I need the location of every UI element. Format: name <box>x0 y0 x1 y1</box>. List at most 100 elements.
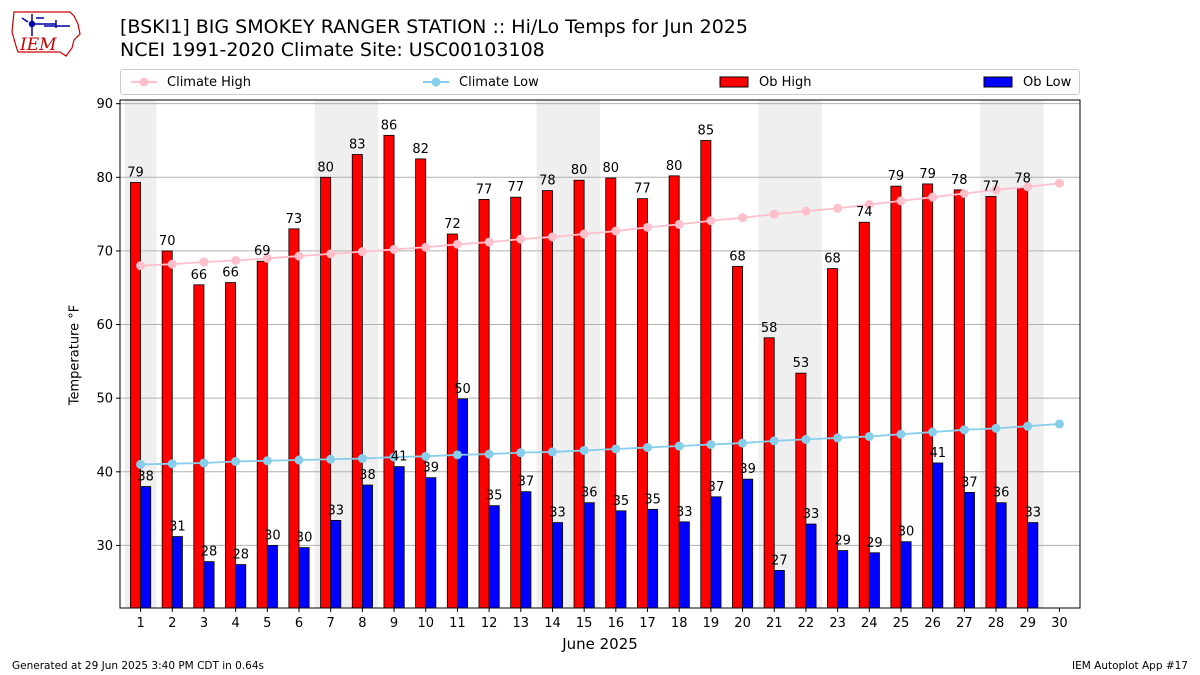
x-tick-label: 11 <box>449 616 466 631</box>
ob-low-bar <box>647 508 659 609</box>
ob-low-label: 33 <box>676 505 693 520</box>
ob-high-bar <box>732 265 743 609</box>
ob-low-bar <box>330 519 342 609</box>
climate-low-point <box>769 436 779 446</box>
climate-low-point <box>1054 419 1064 429</box>
x-tick-label: 2 <box>168 616 176 631</box>
climate-low-point <box>833 433 843 443</box>
ob-low-label: 39 <box>423 461 440 476</box>
ob-low-label: 33 <box>549 506 566 521</box>
climate-low-point <box>136 459 146 469</box>
ob-low-bar <box>235 564 247 609</box>
y-axis: 30 40 50 60 70 80 90 <box>96 97 120 554</box>
ob-low-bar <box>457 398 468 609</box>
legend-item-climate-low: Climate Low <box>423 70 539 94</box>
logo-text: IEM <box>19 35 57 55</box>
ob-high-label: 85 <box>698 123 715 138</box>
ob-high-bar <box>510 196 522 609</box>
climate-high-point <box>357 247 367 257</box>
ob-low-label: 41 <box>929 446 946 461</box>
iem-logo: IEM <box>11 11 81 57</box>
climate-high-point <box>959 189 969 199</box>
climate-low-point <box>928 427 938 437</box>
ob-low-bar <box>171 536 183 609</box>
ob-low-label: 33 <box>1025 506 1042 521</box>
y-axis-label: Temperature °F <box>67 304 83 406</box>
ob-high-label: 86 <box>381 118 398 133</box>
legend-label-climate-low: Climate Low <box>459 74 539 90</box>
ob-low-label: 35 <box>613 494 630 509</box>
climate-low-point <box>294 455 304 465</box>
ob-low-label: 37 <box>518 475 535 490</box>
x-tick-label: 25 <box>893 616 910 631</box>
ob-high-bar <box>446 233 458 609</box>
weather-station-icon <box>21 14 70 36</box>
ob-high-label: 68 <box>729 249 746 264</box>
ob-high-label: 78 <box>1014 171 1031 186</box>
ob-low-label: 30 <box>296 531 313 546</box>
ob-low-label: 35 <box>486 489 503 504</box>
climate-low-point <box>959 425 969 435</box>
y-tick-label: 90 <box>96 97 113 112</box>
legend-item-ob-low: Ob Low <box>983 70 1071 94</box>
ob-high-label: 78 <box>951 173 968 188</box>
ob-low-label: 41 <box>391 450 408 465</box>
climate-high-point <box>928 192 938 202</box>
ob-high-label: 73 <box>286 212 303 227</box>
climate-high-point <box>738 213 748 223</box>
ob-low-label: 28 <box>201 545 218 560</box>
climate-low-point <box>357 454 367 464</box>
climate-high-point <box>547 232 557 242</box>
x-tick-label: 15 <box>576 616 593 631</box>
x-tick-label: 21 <box>766 616 783 631</box>
climate-low-point <box>864 431 874 441</box>
ob-high-bar <box>953 189 965 609</box>
climate-high-point <box>864 200 874 210</box>
ob-low-label: 37 <box>708 480 725 495</box>
ob-high-label: 74 <box>856 205 873 220</box>
ob-low-bar <box>773 570 785 609</box>
ob-low-label: 33 <box>803 507 820 522</box>
climate-low-line <box>140 423 1060 466</box>
climate-high-point <box>801 206 811 216</box>
ob-low-label: 31 <box>169 520 186 535</box>
x-tick-label: 22 <box>798 616 815 631</box>
y-tick-label: 70 <box>96 244 113 259</box>
climate-high-point <box>484 237 494 247</box>
x-tick-label: 16 <box>608 616 625 631</box>
climate-high-point <box>991 185 1001 195</box>
gridlines <box>120 103 1080 546</box>
ob-low-bar <box>361 484 373 609</box>
x-tick-label: 17 <box>639 616 656 631</box>
legend-item-climate-high: Climate High <box>131 70 251 94</box>
climate-high-point <box>199 257 209 267</box>
climate-low-point <box>706 440 716 450</box>
ob-high-bar <box>573 179 585 609</box>
ob-high-label: 58 <box>761 321 778 336</box>
ob-low-label: 37 <box>961 475 978 490</box>
x-tick-label: 23 <box>829 616 846 631</box>
ob-high-bar <box>288 228 300 609</box>
ob-low-bar <box>742 478 754 609</box>
ob-low-bar <box>868 552 880 609</box>
footer-generated: Generated at 29 Jun 2025 3:40 PM CDT in … <box>12 660 265 672</box>
ob-high-label: 80 <box>666 159 683 174</box>
y-tick-label: 60 <box>96 318 113 333</box>
climate-low-point <box>484 449 494 459</box>
ob-high-label: 80 <box>602 161 619 176</box>
ob-low-label: 36 <box>581 486 598 501</box>
ob-low-bar <box>552 522 564 609</box>
bars <box>130 134 1039 609</box>
climate-high-point <box>674 219 684 229</box>
x-tick-label: 20 <box>734 616 751 631</box>
ob-low-label: 50 <box>454 382 471 397</box>
ob-low-bar <box>932 462 944 609</box>
ob-low-label: 29 <box>834 534 851 549</box>
chart-title: [BSKI1] BIG SMOKEY RANGER STATION :: Hi/… <box>120 16 748 38</box>
ob-high-label: 79 <box>919 167 936 182</box>
climate-high-line <box>140 182 1060 267</box>
climate-low-point <box>452 450 462 460</box>
x-axis: 1 2 3 4 5 6 7 8 9 10 11 12 13 14 15 16 17 18 19 20 21 22 23 24 2… <box>136 608 1068 631</box>
data-labels: 79 70 66 66 69 73 80 83 86 82 72 77 77 78 80 80 77 80 85 68… <box>127 118 1041 568</box>
climate-high-point <box>516 234 526 244</box>
